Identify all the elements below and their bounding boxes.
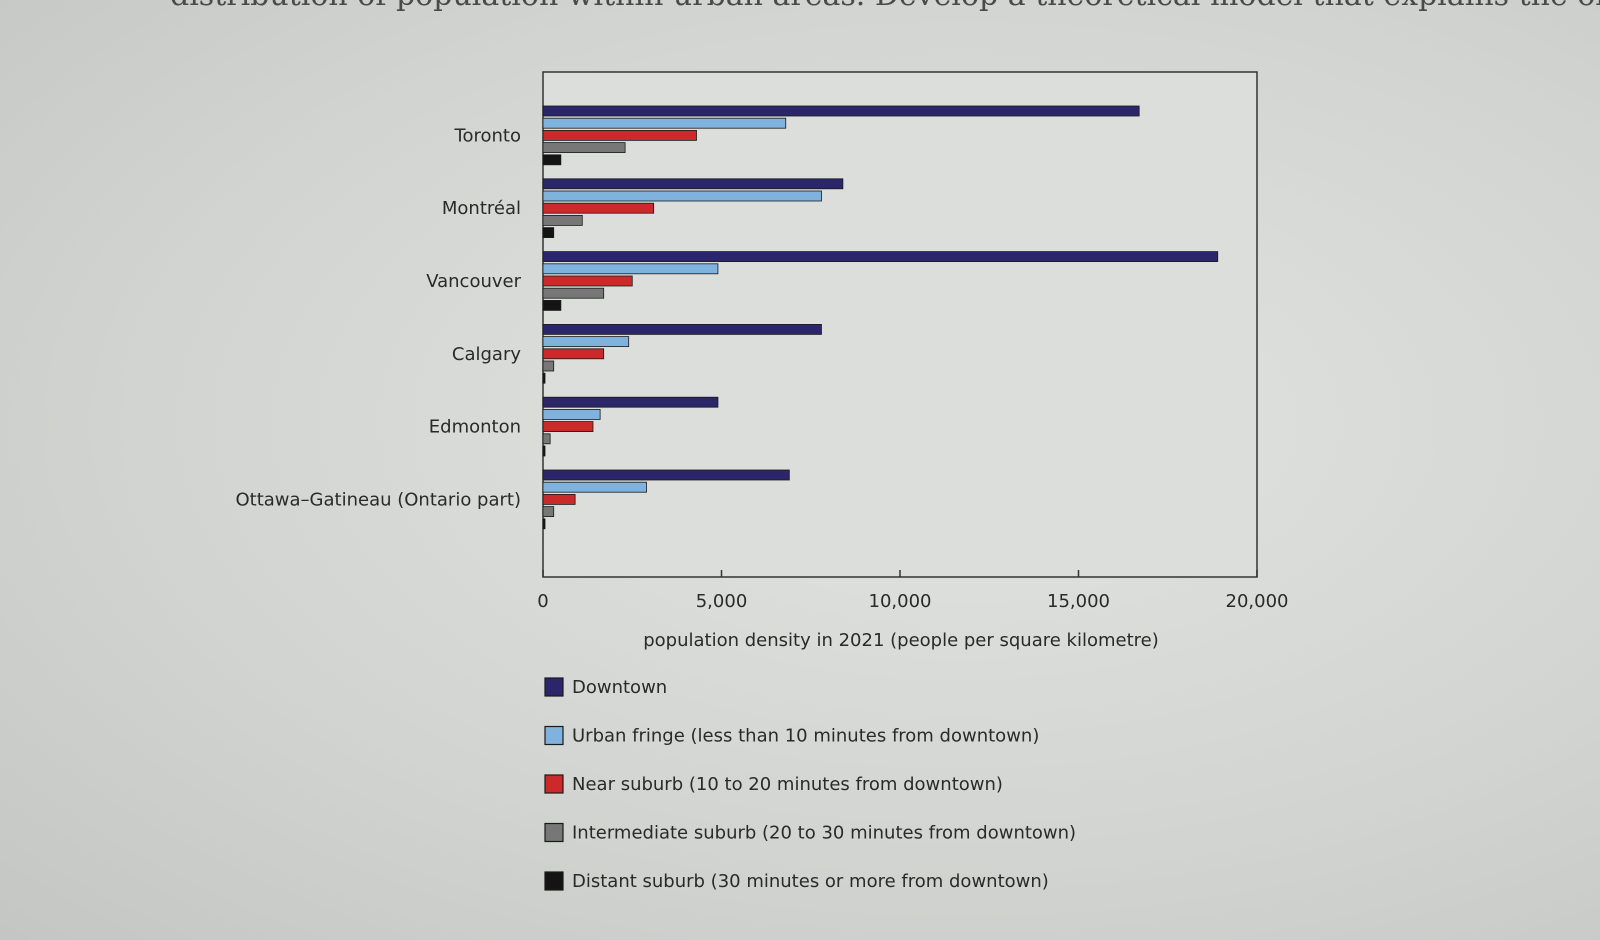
bar-downtown-2 (542, 251, 1219, 263)
bar-urban-2 (542, 263, 719, 275)
legend-swatch (544, 725, 564, 746)
bar-downtown-0 (542, 105, 1140, 117)
x-tick-label: 0 (537, 591, 548, 612)
category-label: Toronto (454, 125, 521, 146)
bar-near-0 (542, 129, 697, 141)
x-tick-label: 10,000 (869, 591, 932, 612)
legend-swatch (544, 774, 564, 794)
category-label: Ottawa–Gatineau (Ontario part) (235, 489, 521, 510)
bar-downtown-3 (542, 323, 822, 335)
legend-swatch (544, 677, 564, 697)
legend-swatch (544, 871, 564, 891)
bar-downtown-4 (542, 396, 719, 408)
bar-distant-3 (542, 372, 546, 384)
category-label: Calgary (452, 344, 521, 365)
category-label: Edmonton (429, 417, 521, 438)
bar-intermediate-5 (542, 506, 555, 518)
bar-intermediate-3 (542, 360, 555, 372)
bar-near-1 (542, 202, 655, 214)
bar-near-4 (542, 421, 594, 433)
bar-distant-2 (542, 299, 562, 311)
legend-label: Intermediate suburb (20 to 30 minutes fr… (572, 823, 1076, 844)
bar-distant-0 (542, 154, 562, 166)
x-axis-title: population density in 2021 (people per s… (643, 630, 1159, 651)
x-tick-label: 15,000 (1047, 591, 1110, 612)
bar-urban-5 (542, 481, 647, 493)
bar-intermediate-1 (542, 214, 583, 226)
bar-distant-5 (542, 518, 546, 530)
bar-intermediate-0 (542, 142, 626, 154)
bar-downtown-5 (542, 469, 790, 481)
bar-intermediate-4 (542, 433, 551, 445)
legend-label: Near suburb (10 to 20 minutes from downt… (572, 774, 1003, 795)
bar-distant-4 (542, 445, 546, 457)
bar-urban-3 (542, 336, 630, 348)
bar-distant-1 (542, 227, 555, 239)
legend-swatch (544, 822, 564, 843)
bar-urban-4 (542, 408, 601, 420)
x-tick-label: 20,000 (1226, 591, 1289, 612)
legend-label: Urban fringe (less than 10 minutes from … (572, 726, 1039, 747)
bar-near-3 (542, 348, 605, 360)
legend-label: Distant suburb (30 minutes or more from … (572, 871, 1049, 892)
category-label: Vancouver (426, 271, 521, 292)
x-tick-label: 5,000 (696, 591, 748, 612)
legend-label: Downtown (572, 677, 667, 698)
bar-urban-1 (542, 190, 822, 202)
cropped-text-line: distribution of population within urban … (170, 0, 1600, 12)
bar-near-5 (542, 493, 576, 505)
bar-urban-0 (542, 117, 787, 129)
bar-intermediate-2 (542, 287, 605, 299)
bar-near-2 (542, 275, 633, 287)
bar-downtown-1 (542, 178, 844, 190)
category-label: Montréal (442, 198, 521, 219)
